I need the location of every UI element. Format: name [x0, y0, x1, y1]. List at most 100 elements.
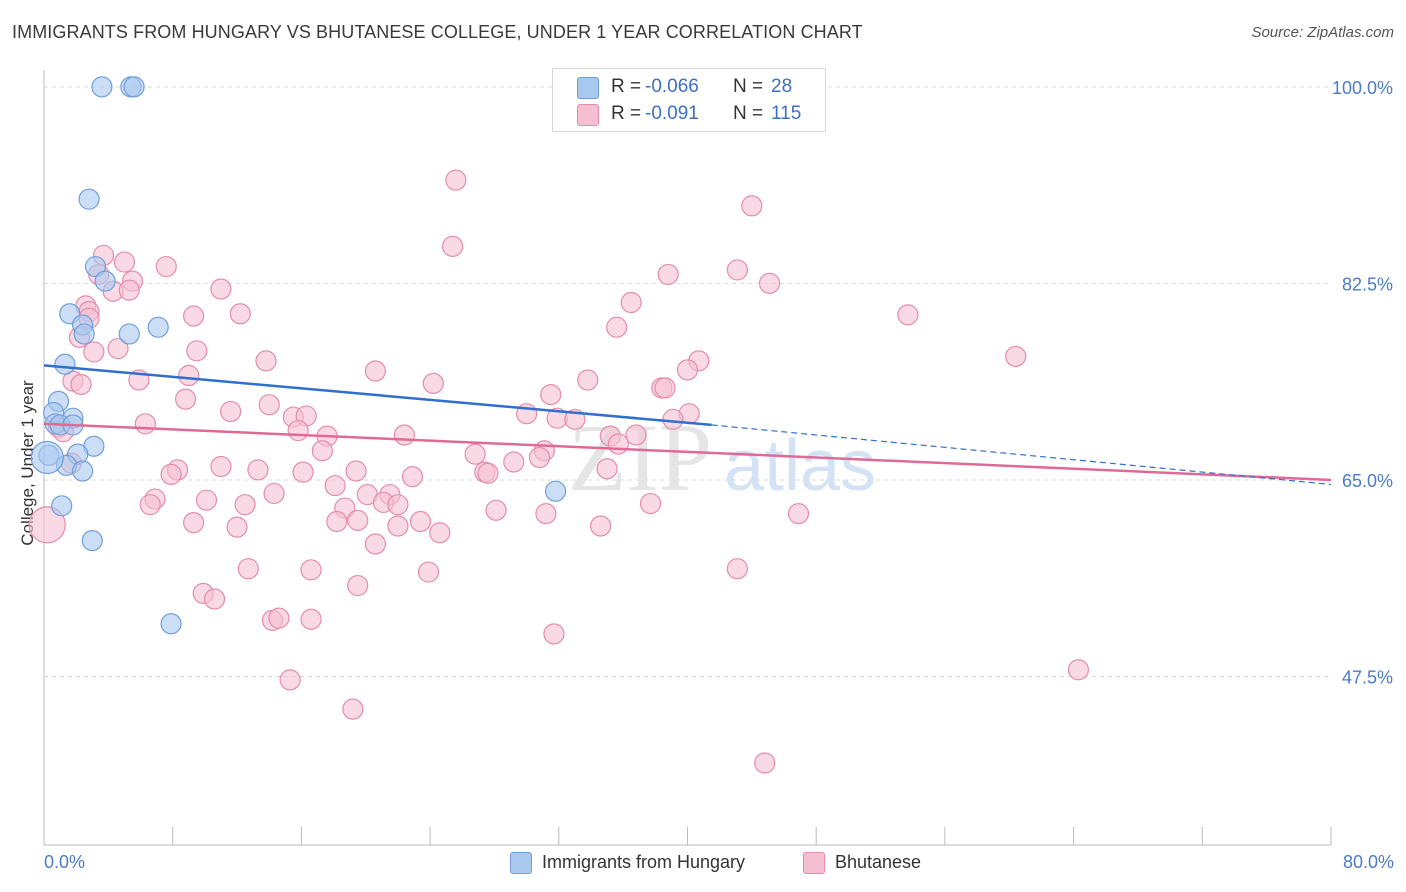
bhutanese-point	[178, 364, 200, 387]
r-label: R =	[611, 103, 642, 124]
bhutanese-point	[1005, 345, 1027, 368]
legend-label-bhutanese: Bhutanese	[835, 852, 922, 872]
bhutanese-point	[311, 440, 333, 462]
bhutanese-point	[83, 341, 105, 363]
bhutanese-point	[625, 424, 647, 446]
bhutanese-point	[758, 272, 781, 295]
pink-swatch	[577, 104, 599, 126]
y-tick-label: 47.5%	[1342, 668, 1393, 688]
bhutanese-point	[606, 316, 628, 338]
r-label: R =	[611, 76, 642, 97]
bhutanese-point	[535, 503, 557, 525]
bhutanese-point	[210, 278, 232, 300]
y-tick-label: 65.0%	[1342, 471, 1393, 491]
bhutanese-point	[387, 494, 409, 516]
hungary-point	[118, 323, 140, 345]
bhutanese-point	[229, 303, 251, 325]
bhutanese-point	[263, 482, 285, 505]
trend-layer	[43, 364, 1332, 486]
r-value: -0.091	[645, 103, 699, 124]
bhutanese-trend-line	[43, 422, 1332, 482]
bhutanese-point	[657, 263, 679, 286]
bhutanese-point	[445, 169, 467, 191]
bhutanese-point	[503, 451, 525, 473]
bhutanese-point	[292, 461, 314, 483]
bhutanese-point	[113, 251, 136, 273]
hungary-point	[147, 316, 169, 338]
stats-row-hungary: R = -0.066 N = 28	[553, 74, 825, 101]
bhutanese-point	[726, 259, 748, 281]
bhutanese-point	[247, 459, 269, 481]
hungary-trend-line	[43, 364, 712, 427]
hungary-point	[51, 495, 73, 517]
bhutanese-point	[607, 433, 629, 455]
bhutanese-point	[287, 419, 309, 442]
bhutanese-point	[210, 455, 232, 478]
bhutanese-point	[139, 494, 161, 516]
bhutanese-point	[442, 235, 464, 257]
bhutanese-point	[183, 512, 205, 534]
bhutanese-point	[741, 195, 763, 217]
legend-label-hungary: Immigrants from Hungary	[542, 852, 746, 872]
bhutanese-point	[195, 489, 218, 511]
bhutanese-point	[70, 373, 92, 396]
bhutanese-point	[543, 623, 565, 645]
bhutanese-point	[787, 503, 810, 525]
hungary-point	[91, 76, 113, 98]
bhutanese-point	[417, 561, 440, 583]
bhutanese-point	[255, 350, 277, 372]
bhutanese-point	[897, 304, 919, 326]
watermark: ZIP atlas	[568, 404, 876, 511]
bhutanese-point	[186, 340, 208, 362]
n-value: 28	[771, 76, 793, 97]
bhutanese-point	[226, 516, 248, 538]
bhutanese-point	[234, 494, 256, 516]
points-layer	[28, 76, 1090, 774]
bhutanese-point	[342, 698, 364, 720]
source-credit: Source: ZipAtlas.com	[1251, 24, 1394, 41]
bhutanese-point	[220, 400, 242, 423]
bhutanese-point	[639, 492, 662, 515]
bhutanese-point	[620, 291, 642, 314]
r-value: -0.066	[645, 76, 699, 97]
bhutanese-point	[528, 446, 551, 469]
bhutanese-point	[28, 506, 66, 544]
bhutanese-point	[662, 408, 684, 430]
bhutanese-point	[577, 369, 599, 391]
bhutanese-point	[345, 460, 367, 482]
bhutanese-point	[174, 388, 197, 410]
bhutanese-point	[754, 752, 776, 774]
bhutanese-point	[393, 424, 415, 446]
bhutanese-point	[676, 359, 699, 381]
hungary-point	[544, 480, 567, 502]
bhutanese-point	[160, 463, 182, 485]
bhutanese-point	[118, 279, 140, 301]
bhutanese-point	[485, 499, 507, 521]
bhutanese-point	[268, 607, 290, 629]
bhutanese-point	[347, 509, 369, 531]
bhutanese-point	[347, 574, 369, 597]
n-label: N =	[733, 103, 764, 124]
bhutanese-point	[387, 515, 409, 537]
bhutanese-point	[279, 669, 301, 691]
bhutanese-point	[464, 443, 486, 465]
bhutanese-point	[596, 458, 618, 480]
x-tick-label-max: 80.0%	[1342, 852, 1394, 872]
n-value: 115	[771, 103, 802, 124]
bhutanese-point	[409, 510, 432, 533]
bhutanese-point	[326, 510, 348, 533]
bhutanese-point	[364, 533, 387, 555]
chart-title: IMMIGRANTS FROM HUNGARY VS BHUTANESE COL…	[12, 22, 863, 42]
legend-blue-swatch	[510, 852, 532, 874]
bhutanese-point	[477, 462, 499, 484]
bhutanese-point	[422, 372, 444, 394]
bhutanese-point	[155, 255, 177, 278]
bhutanese-point	[654, 377, 676, 399]
hungary-trend-extension	[711, 424, 1332, 486]
bhutanese-point	[258, 394, 280, 416]
bhutanese-point	[364, 360, 387, 382]
bhutanese-point	[401, 465, 424, 488]
hungary-point	[84, 255, 107, 278]
hungary-point	[160, 613, 182, 635]
